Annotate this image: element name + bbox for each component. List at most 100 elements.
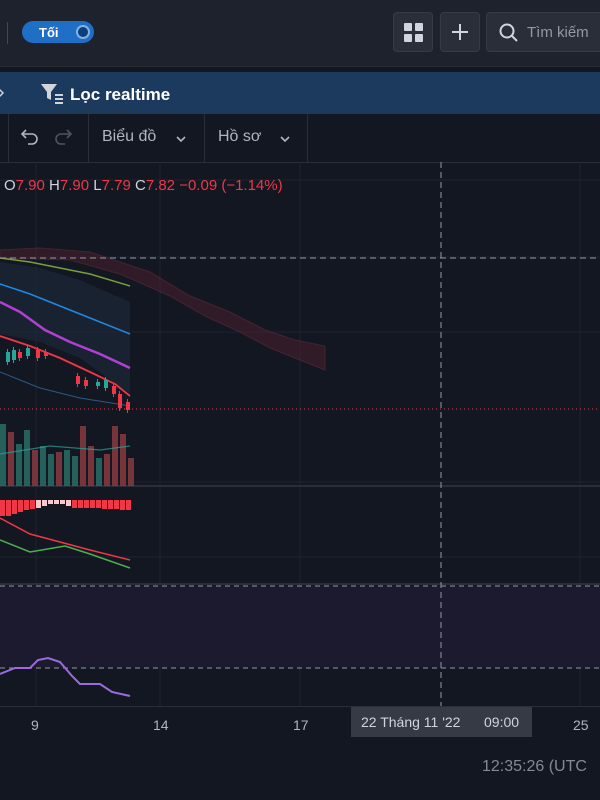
divider — [7, 22, 8, 44]
macd-bar — [66, 500, 71, 506]
candles — [6, 345, 130, 413]
macd-histogram — [0, 500, 131, 516]
chevron-down-icon — [176, 136, 186, 143]
macd-bar — [30, 500, 35, 509]
divider — [307, 114, 308, 162]
candle-body — [84, 380, 88, 386]
macd-bar — [78, 500, 83, 508]
macd-bar — [42, 500, 47, 506]
ohlc-legend: O7.90 H7.90 L7.79 C7.82 −0.09 (−1.14%) — [4, 177, 283, 194]
filter-icon[interactable] — [40, 81, 66, 107]
macd-bar — [0, 500, 5, 516]
open-label: O — [4, 177, 16, 194]
x-tick: 25 — [573, 717, 589, 733]
ma-line-red — [0, 335, 131, 397]
search-box[interactable]: Tìm kiếm — [486, 12, 600, 52]
candle-body — [18, 352, 22, 358]
x-tick: 14 — [153, 717, 169, 733]
open-value: 7.90 — [15, 177, 45, 194]
add-button[interactable] — [440, 12, 480, 52]
clock-readout: 12:35:26 (UTC — [482, 758, 587, 775]
macd-line-red — [0, 517, 131, 561]
theme-toggle[interactable]: Tối — [22, 21, 94, 43]
rsi-line — [0, 656, 131, 697]
macd-bar — [90, 500, 95, 508]
candle-body — [76, 376, 80, 384]
macd-bar — [36, 500, 41, 508]
volume-bar — [96, 458, 102, 486]
ma-line-purple — [0, 300, 131, 370]
volume-bar — [72, 456, 78, 486]
volume-bar — [8, 432, 14, 486]
candle-body — [44, 352, 48, 356]
macd-bar — [18, 500, 23, 512]
undo-icon[interactable] — [17, 126, 41, 150]
close-value: 7.82 — [145, 177, 176, 194]
volume-bar — [104, 454, 110, 486]
crosshair-time-label: 22 Tháng 11 '22 09:00 — [351, 707, 532, 737]
volume-bar — [56, 452, 62, 486]
candle-body — [6, 352, 10, 362]
ichimoku-cloud — [0, 247, 326, 371]
filter-realtime-label[interactable]: Lọc realtime — [70, 85, 171, 104]
low-value: 7.79 — [101, 177, 131, 194]
macd-bar — [84, 500, 89, 508]
ma-line-green — [0, 257, 131, 287]
filter-bar: Lọc realtime — [0, 72, 600, 114]
macd-bar — [54, 500, 59, 504]
x-tick: 9 — [31, 717, 39, 733]
volume-bar — [120, 434, 126, 486]
crosshair-time: 09:00 — [484, 714, 520, 730]
candle-body — [112, 386, 116, 394]
volume-bar — [64, 450, 70, 486]
chevron-down-icon — [280, 136, 290, 143]
chevron-right-icon — [0, 88, 5, 98]
change-value: −0.09 (−1.14%) — [179, 177, 283, 194]
volume-bar — [88, 446, 94, 486]
status-bar: 12:35:26 (UTC — [0, 742, 600, 800]
price-chart[interactable] — [0, 162, 600, 706]
macd-bar — [60, 500, 65, 504]
macd-bar — [6, 500, 11, 516]
low-label: L — [93, 177, 102, 194]
candle-body — [36, 350, 40, 358]
toggle-knob-icon — [76, 25, 90, 39]
macd-bar — [72, 500, 77, 508]
bollinger-lower — [0, 371, 131, 407]
high-label: H — [49, 177, 60, 194]
volume-ma — [0, 445, 131, 455]
divider — [8, 114, 9, 162]
redo-icon[interactable] — [52, 126, 76, 150]
volume-bar — [112, 426, 118, 486]
chart-menu-button[interactable]: Biểu đồ — [102, 128, 157, 145]
volume-bar — [80, 426, 86, 486]
macd-bar — [108, 500, 113, 509]
divider — [88, 114, 89, 162]
divider — [204, 114, 205, 162]
bollinger-upper — [0, 283, 131, 335]
volume-bars — [0, 424, 134, 486]
grid-icon — [404, 23, 423, 42]
search-icon — [499, 23, 518, 42]
candle-body — [96, 382, 100, 386]
candle-body — [12, 350, 16, 360]
chart-toolbar: Biểu đồ Hồ sơ — [0, 114, 600, 163]
macd-bar — [120, 500, 125, 510]
macd-bar — [96, 500, 101, 508]
macd-bar — [114, 500, 119, 509]
candle-body — [126, 402, 130, 410]
volume-bar — [0, 424, 6, 486]
candle-body — [26, 348, 30, 356]
theme-toggle-label: Tối — [39, 25, 59, 40]
x-tick: 17 — [293, 717, 309, 733]
volume-bar — [16, 444, 22, 486]
macd-bar — [24, 500, 29, 510]
volume-bar — [32, 450, 38, 486]
macd-signal-green — [0, 539, 131, 569]
profile-menu-button[interactable]: Hồ sơ — [218, 128, 262, 145]
search-input[interactable]: Tìm kiếm — [527, 24, 589, 41]
layout-grid-button[interactable] — [393, 12, 433, 52]
bollinger-band-fill — [0, 262, 130, 394]
volume-bar — [40, 446, 46, 486]
volume-bar — [128, 458, 134, 486]
